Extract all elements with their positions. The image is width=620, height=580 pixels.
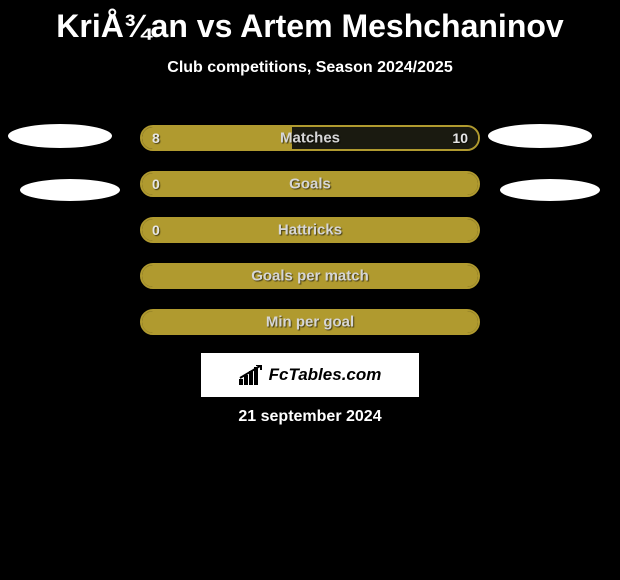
player-ellipse xyxy=(20,179,120,201)
bar-fill-left xyxy=(142,127,292,149)
bar-value-left: 0 xyxy=(152,222,160,238)
comparison-row: Goals0 xyxy=(140,171,480,197)
branding-badge: FcTables.com xyxy=(201,353,419,397)
player-ellipse xyxy=(488,124,592,148)
comparison-row: Min per goal xyxy=(140,309,480,335)
brand-text: FcTables.com xyxy=(269,365,382,385)
bar-value-left: 0 xyxy=(152,176,160,192)
page-title: KriÅ¾an vs Artem Meshchaninov xyxy=(0,0,620,45)
comparison-row: Goals per match xyxy=(140,263,480,289)
subtitle: Club competitions, Season 2024/2025 xyxy=(0,59,620,77)
comparison-bars: Matches810Goals0Hattricks0Goals per matc… xyxy=(140,125,480,355)
comparison-row: Hattricks0 xyxy=(140,217,480,243)
comparison-row: Matches810 xyxy=(140,125,480,151)
bar-value-right: 10 xyxy=(452,130,468,146)
date-label: 21 september 2024 xyxy=(0,408,620,426)
player-ellipse xyxy=(8,124,112,148)
bar-value-left: 8 xyxy=(152,130,160,146)
chart-icon xyxy=(239,365,263,385)
player-ellipse xyxy=(500,179,600,201)
